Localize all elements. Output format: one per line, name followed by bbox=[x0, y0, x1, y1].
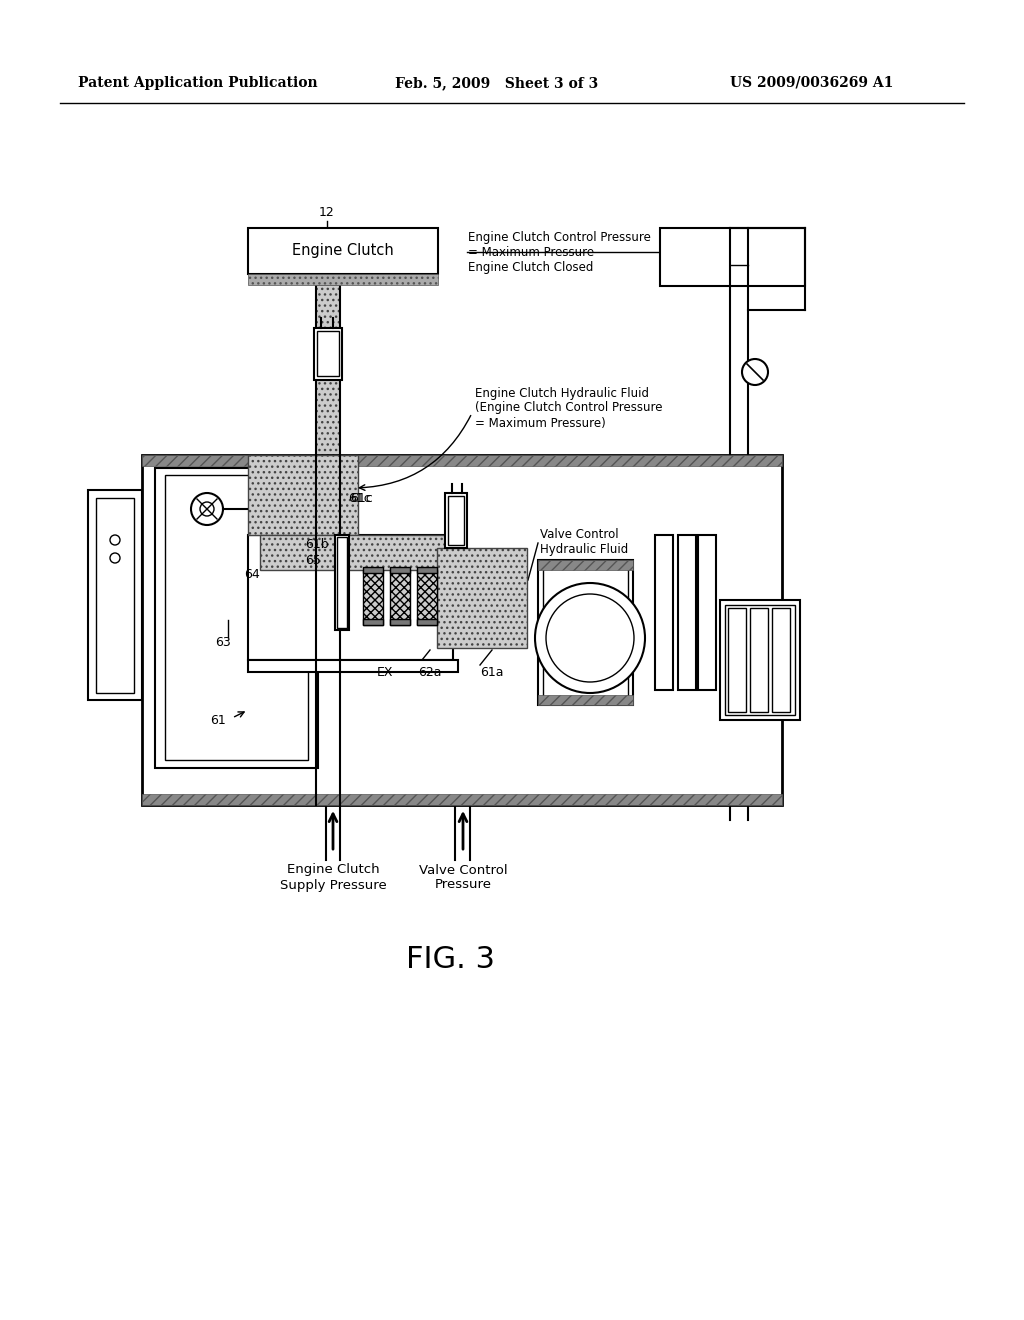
Bar bbox=[316, 285, 340, 455]
Text: 61: 61 bbox=[210, 714, 225, 726]
Bar bbox=[449, 496, 464, 545]
Bar bbox=[142, 455, 782, 805]
Bar bbox=[417, 568, 437, 573]
Text: Valve Control: Valve Control bbox=[419, 863, 507, 876]
Bar bbox=[337, 537, 347, 628]
Bar bbox=[417, 570, 437, 624]
Circle shape bbox=[110, 553, 120, 564]
Bar bbox=[96, 498, 134, 693]
Text: Engine Clutch: Engine Clutch bbox=[287, 863, 379, 876]
Text: Supply Pressure: Supply Pressure bbox=[280, 879, 386, 891]
Circle shape bbox=[200, 502, 214, 516]
Bar bbox=[248, 228, 438, 275]
Bar bbox=[362, 570, 383, 624]
Text: 61b: 61b bbox=[305, 539, 329, 552]
Bar bbox=[437, 548, 527, 648]
Bar bbox=[390, 619, 410, 624]
Text: 63: 63 bbox=[215, 636, 230, 649]
Bar bbox=[142, 455, 782, 466]
Text: EX: EX bbox=[377, 665, 393, 678]
Bar bbox=[155, 469, 318, 768]
Bar bbox=[728, 609, 746, 711]
Text: Valve Control: Valve Control bbox=[540, 528, 618, 541]
Text: FIG. 3: FIG. 3 bbox=[406, 945, 495, 974]
Bar bbox=[314, 327, 342, 380]
Bar bbox=[725, 605, 795, 715]
Text: 61a: 61a bbox=[480, 665, 504, 678]
Circle shape bbox=[191, 492, 223, 525]
Text: Engine Clutch Closed: Engine Clutch Closed bbox=[468, 260, 593, 273]
Bar bbox=[390, 568, 410, 573]
Text: US 2009/0036269 A1: US 2009/0036269 A1 bbox=[730, 77, 893, 90]
Bar bbox=[248, 455, 358, 535]
Bar bbox=[678, 535, 696, 690]
Bar bbox=[772, 609, 790, 711]
Bar bbox=[248, 275, 438, 285]
Bar bbox=[655, 535, 673, 690]
Bar bbox=[750, 609, 768, 711]
Bar bbox=[660, 228, 805, 286]
Text: 61c: 61c bbox=[348, 491, 371, 504]
Text: Engine Clutch: Engine Clutch bbox=[292, 243, 394, 259]
Bar bbox=[165, 475, 308, 760]
Bar bbox=[390, 570, 410, 624]
Text: 62a: 62a bbox=[418, 665, 441, 678]
Text: 65: 65 bbox=[305, 553, 321, 566]
Bar bbox=[538, 696, 633, 705]
Text: 64: 64 bbox=[244, 569, 260, 582]
Circle shape bbox=[110, 535, 120, 545]
Text: Engine Clutch Control Pressure: Engine Clutch Control Pressure bbox=[468, 231, 651, 243]
Text: 61c: 61c bbox=[350, 491, 373, 504]
Text: (Engine Clutch Control Pressure: (Engine Clutch Control Pressure bbox=[475, 401, 663, 414]
Bar bbox=[720, 601, 800, 719]
Bar bbox=[248, 660, 458, 672]
Circle shape bbox=[535, 583, 645, 693]
Text: Feb. 5, 2009   Sheet 3 of 3: Feb. 5, 2009 Sheet 3 of 3 bbox=[395, 77, 598, 90]
Bar bbox=[538, 560, 633, 705]
Bar bbox=[698, 535, 716, 690]
Bar bbox=[260, 535, 455, 570]
Bar bbox=[248, 535, 453, 660]
Bar bbox=[142, 795, 782, 805]
Text: 12: 12 bbox=[319, 206, 335, 219]
Text: Patent Application Publication: Patent Application Publication bbox=[78, 77, 317, 90]
Bar bbox=[538, 560, 633, 570]
Circle shape bbox=[742, 359, 768, 385]
Bar bbox=[417, 619, 437, 624]
Circle shape bbox=[546, 594, 634, 682]
Bar bbox=[543, 565, 628, 700]
Bar bbox=[317, 331, 339, 376]
Bar bbox=[362, 568, 383, 573]
Bar bbox=[88, 490, 142, 700]
Text: = Maximum Pressure): = Maximum Pressure) bbox=[475, 417, 606, 429]
Bar bbox=[335, 535, 349, 630]
Text: = Maximum Pressure: = Maximum Pressure bbox=[468, 246, 594, 259]
Text: Pressure: Pressure bbox=[434, 879, 492, 891]
Text: Engine Clutch Hydraulic Fluid: Engine Clutch Hydraulic Fluid bbox=[475, 387, 649, 400]
Bar bbox=[362, 619, 383, 624]
Bar bbox=[445, 492, 467, 548]
Text: Hydraulic Fluid: Hydraulic Fluid bbox=[540, 544, 629, 557]
